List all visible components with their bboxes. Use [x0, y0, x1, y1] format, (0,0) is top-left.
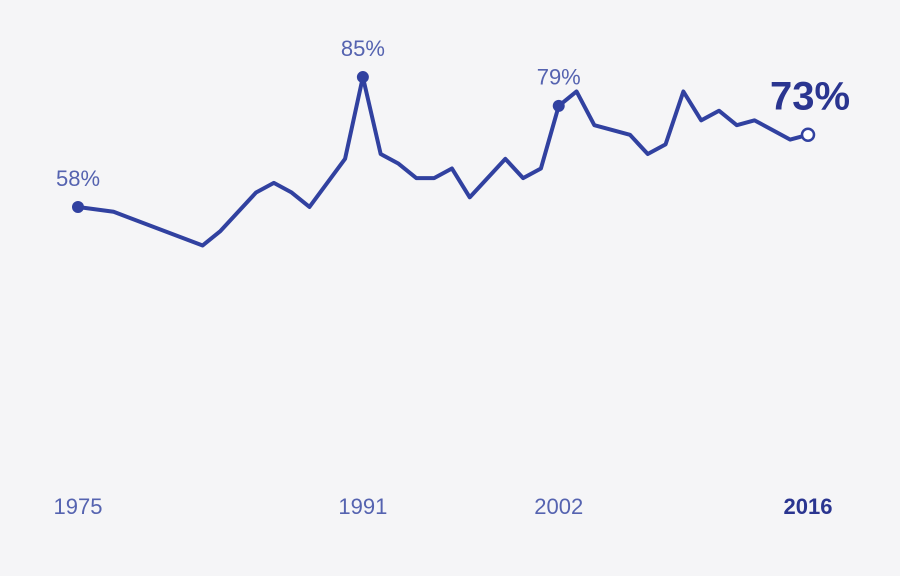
point-marker — [552, 99, 565, 112]
point-marker — [72, 200, 84, 213]
x-tick-label: 1975 — [54, 494, 103, 519]
value-label: 79% — [537, 65, 581, 90]
value-label: 73% — [770, 74, 850, 118]
line — [77, 75, 809, 248]
point-marker — [356, 71, 369, 84]
point-marker — [800, 127, 816, 143]
x-tick-label: 1991 — [338, 494, 387, 519]
value-label: 85% — [341, 36, 385, 61]
x-tick-label: 2002 — [534, 494, 583, 519]
value-label: 58% — [56, 166, 100, 191]
x-tick-label: 2016 — [784, 494, 833, 519]
